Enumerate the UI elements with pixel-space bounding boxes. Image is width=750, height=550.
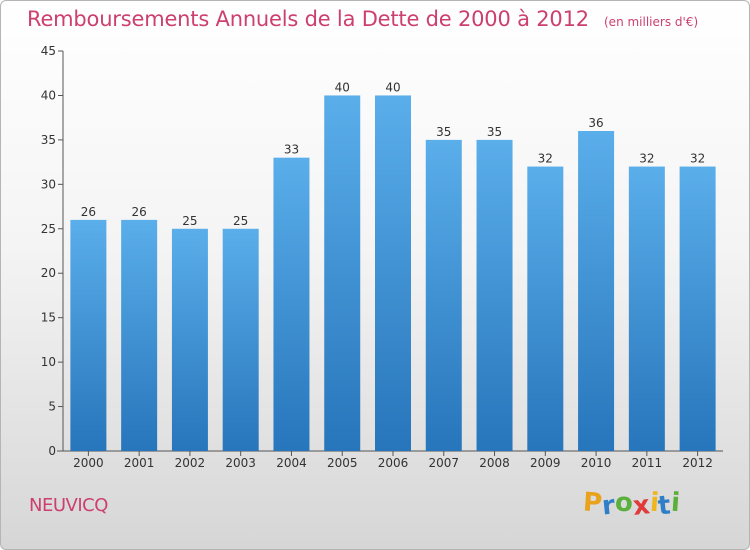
axes: 0 5 10 15 20 25 30 35 40 45 2000 2001 2002 2003 2004 20… [41,44,723,470]
title-row: Remboursements Annuels de la Dette de 20… [27,7,698,31]
logo-letter: i [669,487,681,519]
data-label: 32 [538,152,553,166]
bar [121,219,158,451]
x-tick-label: 2010 [581,456,612,470]
chart-title: Remboursements Annuels de la Dette de 20… [27,7,589,31]
x-tick-label: 2007 [428,456,459,470]
y-tick-label: 5 [48,400,56,414]
bar [273,157,310,451]
y-tick-label: 40 [41,88,56,102]
bar [324,95,361,451]
x-tick-label: 2003 [225,456,256,470]
bar [578,131,615,451]
data-label: 32 [690,152,705,166]
x-tick-label: 2002 [175,456,206,470]
bar [527,166,564,452]
data-labels: 26 26 25 25 33 40 40 35 35 32 36 32 32 [81,80,706,227]
bar [375,95,411,451]
bar [70,219,107,451]
x-tick-label: 2009 [530,456,561,470]
data-label: 26 [132,205,147,219]
data-label: 32 [639,152,654,166]
data-label: 40 [385,80,400,94]
data-label: 26 [81,205,96,219]
x-tick-label: 2012 [682,456,713,470]
data-label: 36 [588,116,603,130]
chart-subtitle: (en milliers d'€) [604,15,699,29]
data-label: 25 [182,214,197,228]
x-tick-label: 2005 [327,456,358,470]
y-tick-label: 25 [41,222,56,236]
x-tick-label: 2004 [276,456,307,470]
data-label: 35 [487,125,502,139]
y-tick-label: 45 [41,44,56,58]
data-label: 40 [335,80,350,94]
y-tick-label: 20 [41,266,56,280]
data-label: 35 [436,125,451,139]
proxiti-logo: Proxiti [582,487,681,521]
y-tick-label: 15 [41,311,56,325]
y-tick-label: 30 [41,177,56,191]
bar [222,228,259,451]
bar [476,139,513,451]
y-tick-label: 0 [48,444,56,458]
data-label: 33 [284,143,299,157]
data-label: 25 [233,214,248,228]
bar [679,166,716,452]
y-tick-label: 35 [41,133,56,147]
x-tick-label: 2006 [378,456,409,470]
commune-name: NEUVICQ [29,495,108,516]
x-tick-label: 2008 [479,456,510,470]
bar [171,228,208,451]
bars [70,95,716,452]
bar [425,139,462,451]
bar [628,166,665,452]
x-tick-label: 2011 [632,456,663,470]
y-tick-label: 10 [41,355,56,369]
x-tick-label: 2001 [124,456,155,470]
x-tick-label: 2000 [73,456,104,470]
